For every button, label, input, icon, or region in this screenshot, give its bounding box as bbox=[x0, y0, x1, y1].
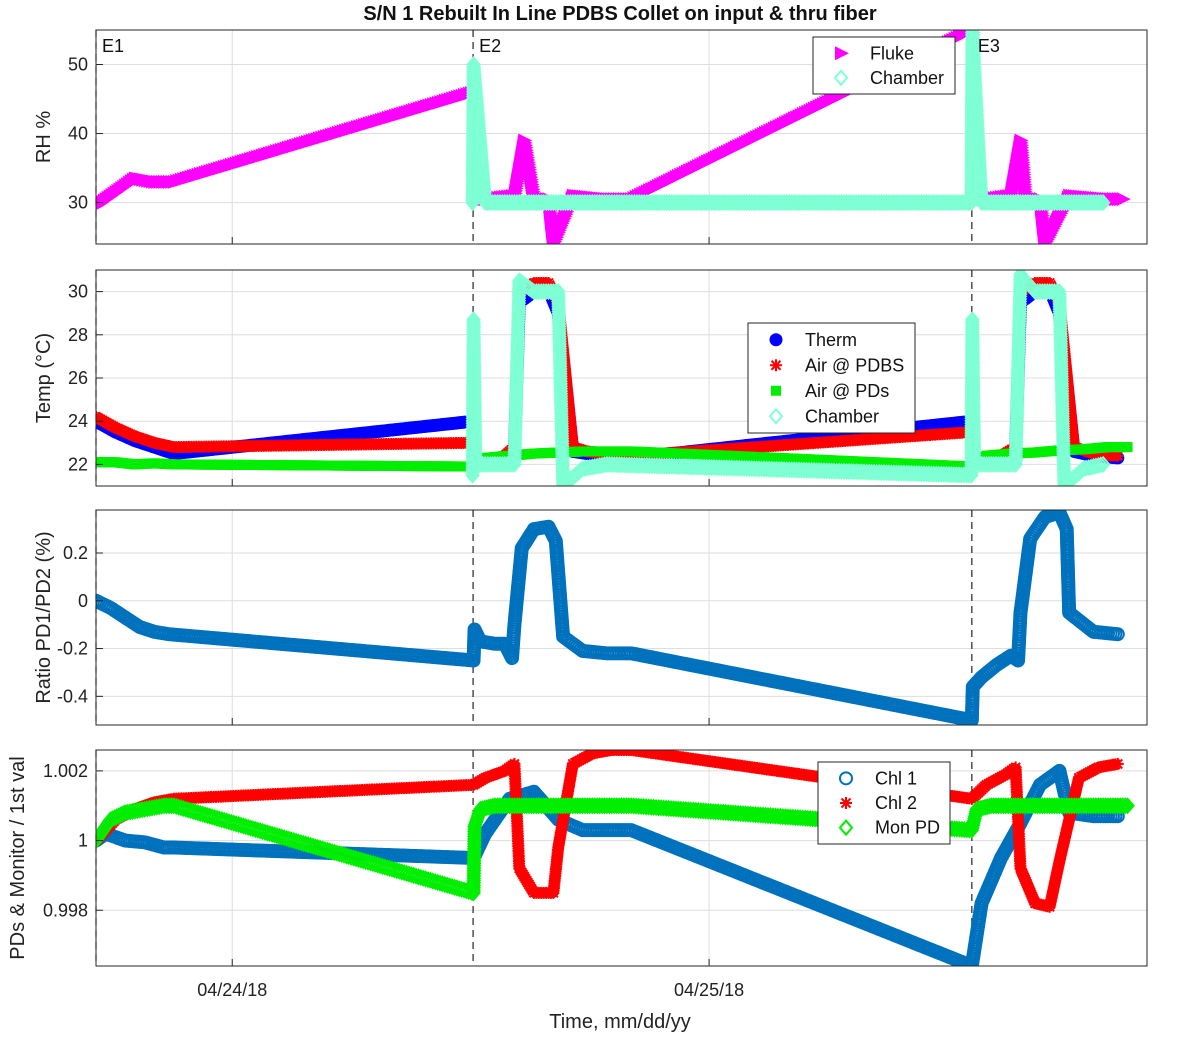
y-tick-label: 50 bbox=[68, 55, 88, 75]
event-label: E1 bbox=[102, 36, 124, 56]
panel-1: 30 40 50 RH % E1 E2 E3 Fluke Chamber bbox=[33, 29, 1148, 245]
y-tick-label: 22 bbox=[68, 454, 88, 474]
y-tick-label: 28 bbox=[68, 325, 88, 345]
data-point bbox=[1091, 194, 1106, 212]
panel-2: 22 24 26 28 30 Temp (°C) Therm Air @ PDBS Air @ … bbox=[33, 269, 1148, 487]
data-layer bbox=[96, 30, 1131, 244]
legend-entry: Therm bbox=[805, 330, 857, 350]
event-label: E3 bbox=[978, 36, 1000, 56]
legend-box bbox=[812, 36, 956, 95]
legend-entry: Chamber bbox=[870, 68, 944, 88]
panels: 30 40 50 RH % E1 E2 E3 Fluke Chamber 22 24 26 28 30 Te… bbox=[7, 29, 1148, 1000]
data-point bbox=[1093, 456, 1109, 474]
data-point bbox=[1088, 457, 1104, 475]
data-layer bbox=[96, 750, 1135, 966]
legend-marker bbox=[833, 69, 849, 87]
data-point bbox=[1116, 192, 1131, 207]
data-point bbox=[1091, 456, 1106, 475]
y-tick-label: 0 bbox=[78, 591, 88, 611]
y-tick-label: 30 bbox=[68, 193, 88, 213]
legend-marker bbox=[771, 385, 781, 396]
event-label: E2 bbox=[479, 36, 501, 56]
legend: Fluke Chamber bbox=[812, 36, 956, 95]
y-tick-label: -0.4 bbox=[57, 686, 88, 706]
series-3 bbox=[96, 442, 1133, 472]
legend-marker bbox=[835, 46, 849, 61]
y-tick-label: 26 bbox=[68, 368, 88, 388]
data-point bbox=[1122, 442, 1133, 453]
data-point bbox=[1110, 627, 1125, 642]
y-axis-label: Ratio PD1/PD2 (%) bbox=[33, 531, 55, 703]
data-layer bbox=[96, 510, 1125, 725]
y-tick-label: 40 bbox=[68, 124, 88, 144]
data-point bbox=[950, 953, 965, 966]
legend-marker bbox=[769, 333, 783, 347]
y-tick-label: 24 bbox=[68, 411, 88, 431]
legend-entry: Air @ PDBS bbox=[805, 355, 904, 375]
y-tick-label: -0.2 bbox=[57, 639, 88, 659]
legend-entry: Fluke bbox=[870, 43, 914, 63]
y-tick-label: 30 bbox=[68, 282, 88, 302]
series-4 bbox=[465, 270, 1111, 486]
y-axis-label: RH % bbox=[33, 111, 55, 163]
data-point bbox=[1095, 455, 1111, 473]
legend-marker bbox=[768, 407, 784, 425]
data-point bbox=[1093, 194, 1109, 212]
panel-3: -0.4 -0.2 0 0.2 Ratio PD1/PD2 (%) bbox=[33, 509, 1148, 726]
data-point bbox=[957, 956, 972, 966]
data-point bbox=[1111, 449, 1124, 462]
axes-box bbox=[95, 509, 1148, 726]
legend-marker bbox=[770, 359, 782, 372]
series-2 bbox=[465, 30, 1111, 212]
data-point bbox=[1095, 194, 1111, 212]
data-layer bbox=[96, 270, 1133, 486]
legend-entry: Air @ PDs bbox=[805, 381, 889, 401]
series-1 bbox=[96, 510, 1125, 725]
y-tick-label: 0.2 bbox=[63, 543, 88, 563]
y-axis-label: Temp (°C) bbox=[33, 333, 55, 423]
legend-entry: Chamber bbox=[805, 406, 879, 426]
axes-box bbox=[95, 29, 1148, 245]
figure-title: S/N 1 Rebuilt In Line PDBS Collet on inp… bbox=[363, 3, 877, 25]
legend: Therm Air @ PDBS Air @ PDs Chamber bbox=[747, 322, 916, 434]
